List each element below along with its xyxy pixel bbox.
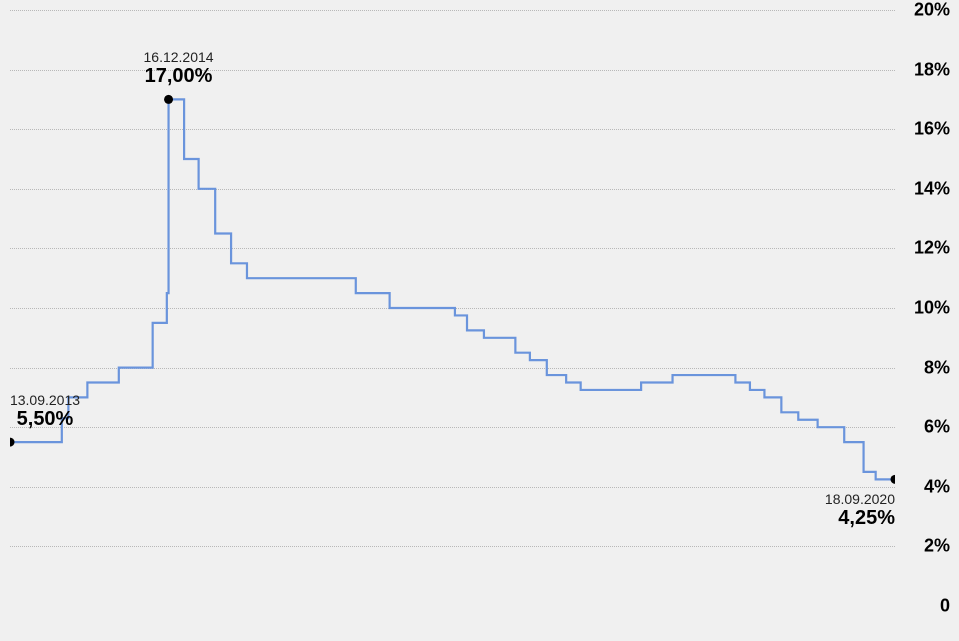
y-axis-tick: 14%	[914, 178, 950, 199]
rate-chart: 02%4%6%8%10%12%14%16%18%20%13.09.20135,5…	[0, 0, 959, 641]
plot-area	[10, 10, 895, 606]
y-axis-tick: 0	[940, 596, 950, 617]
rate-line	[10, 99, 895, 479]
y-axis-tick: 8%	[924, 357, 950, 378]
y-axis-tick: 18%	[914, 59, 950, 80]
y-axis-tick: 12%	[914, 238, 950, 259]
y-axis-tick: 16%	[914, 119, 950, 140]
line-svg	[10, 10, 895, 606]
y-axis-tick: 20%	[914, 0, 950, 21]
y-axis-tick: 10%	[914, 298, 950, 319]
y-axis-tick: 2%	[924, 536, 950, 557]
y-axis-tick: 6%	[924, 417, 950, 438]
y-axis-tick: 4%	[924, 476, 950, 497]
